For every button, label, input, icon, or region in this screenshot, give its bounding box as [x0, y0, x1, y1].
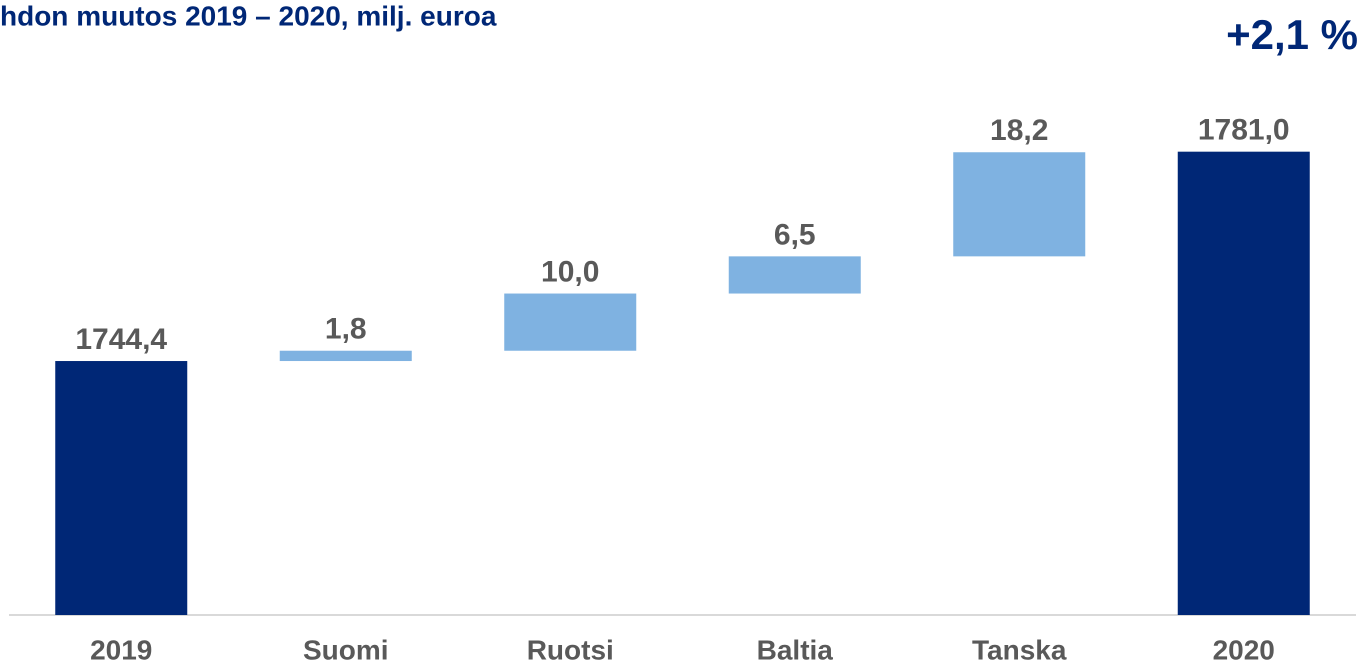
x-tick-label: 2020	[1213, 634, 1275, 665]
total-bar	[1177, 151, 1310, 615]
value-label: 1744,4	[75, 323, 167, 356]
x-tick-label: Ruotsi	[527, 634, 614, 665]
delta-bar	[279, 350, 412, 362]
total-bar	[55, 361, 188, 615]
x-tick-label: Tanska	[972, 634, 1067, 665]
delta-bar	[953, 152, 1086, 257]
delta-bar	[728, 256, 861, 294]
x-tick-label: Suomi	[303, 634, 389, 665]
delta-bar	[504, 293, 637, 351]
chart-title: hdon muutos 2019 – 2020, milj. euroa	[0, 0, 497, 31]
value-label: 10,0	[541, 255, 599, 288]
value-label: 6,5	[774, 218, 816, 251]
x-tick-label: 2019	[90, 634, 152, 665]
value-label: 1,8	[325, 313, 367, 346]
value-label: 18,2	[990, 114, 1048, 147]
x-tick-label: Baltia	[757, 634, 834, 665]
value-label: 1781,0	[1198, 114, 1290, 147]
annotation: +2,1 %	[1226, 11, 1358, 58]
